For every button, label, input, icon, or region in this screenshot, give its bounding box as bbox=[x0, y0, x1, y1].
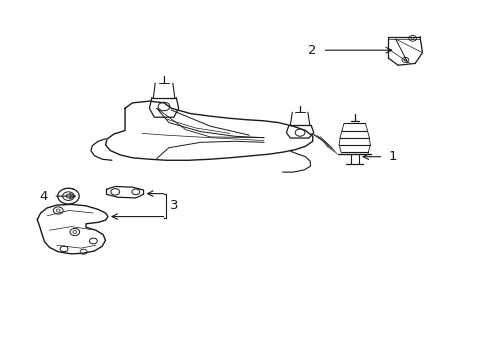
Text: 2: 2 bbox=[307, 44, 316, 57]
Text: 4: 4 bbox=[39, 190, 47, 203]
Text: 3: 3 bbox=[170, 199, 179, 212]
Text: 1: 1 bbox=[387, 150, 396, 163]
